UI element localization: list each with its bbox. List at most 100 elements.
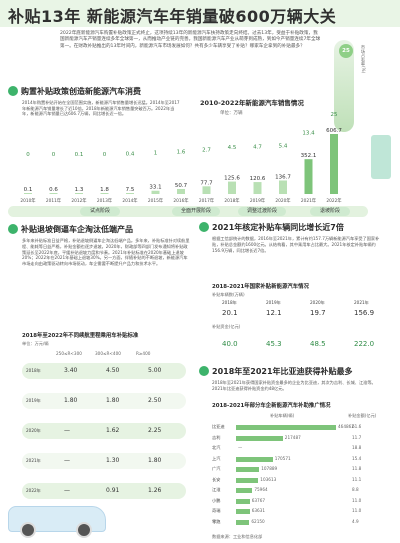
section3-title: 2021年核定补贴车辆同比增长近7倍 xyxy=(212,223,344,232)
standard-row-value: 1.80 xyxy=(106,397,120,404)
company-vehicle-bar xyxy=(236,425,336,430)
company-vehicles: 103613 xyxy=(260,476,277,482)
company-name: 奇瑞 xyxy=(212,508,221,513)
company-vehicles: 217487 xyxy=(284,434,301,440)
company-name: 长安 xyxy=(212,476,221,482)
subsidy-vehicle-count: 20.1 xyxy=(222,309,238,317)
sales-value-label: 606.7 xyxy=(326,128,342,134)
standard-row-value: 1.80 xyxy=(64,397,78,404)
year-tick-label: 2012年 xyxy=(71,197,87,204)
company-name: 小鹏 xyxy=(212,497,221,503)
company-vehicle-bar xyxy=(236,435,283,441)
company-vehicles: 107889 xyxy=(261,466,278,471)
standard-row-value: — xyxy=(64,427,70,434)
standard-row xyxy=(22,453,186,469)
year-tick-label: 2020年 xyxy=(275,197,291,204)
company-funds: 11.7 xyxy=(352,434,362,440)
company-vehicles: 464862 xyxy=(338,424,354,429)
market-share-bubble: 25 xyxy=(339,44,353,58)
company-name: 比亚迪 xyxy=(212,424,225,429)
standard-row-value: — xyxy=(64,457,70,464)
year-tick-label: 2011年 xyxy=(46,197,62,204)
company-name: 上汽 xyxy=(212,455,221,461)
company-vehicle-bar xyxy=(236,488,253,493)
company-vehicles: 63767 xyxy=(251,497,266,503)
company-col-a: 补贴车辆(辆) xyxy=(270,413,295,418)
company-vehicles: 63631 xyxy=(251,508,266,513)
share-value-label: 1.6 xyxy=(177,149,186,155)
sales-value-label: 120.6 xyxy=(250,176,266,182)
section-icon xyxy=(199,366,209,376)
year-tick-label: 2015年 xyxy=(148,197,164,204)
company-name: 吉利 xyxy=(212,434,221,440)
market-share-column xyxy=(334,40,354,132)
standard-row-value: 0.91 xyxy=(106,487,120,494)
car-wheel xyxy=(76,522,92,538)
company-funds: 11.0 xyxy=(352,497,362,503)
section-icon xyxy=(199,222,209,232)
standard-row-year: 2020年 xyxy=(26,428,41,433)
company-funds: 11.0 xyxy=(352,508,362,513)
section1-title: 购置补贴政策创造新能源汽车消费 xyxy=(21,87,141,96)
year-tick-label: 2017年 xyxy=(199,197,215,204)
phase-full: 全面开展阶段 xyxy=(172,207,220,216)
section2-title: 补贴退坡倒逼车企淘汰低端产品 xyxy=(21,225,133,234)
share-value-label: 5.4 xyxy=(279,143,288,149)
sales-bar xyxy=(202,186,211,194)
subsidy-standard-unit: 单位：万元/辆 xyxy=(22,341,49,346)
subsidy-standard-title: 2018年至2022年不同续航里程乘用车补贴标准 xyxy=(22,333,139,339)
standard-row-value: 2.50 xyxy=(148,397,162,404)
standard-row-year: 2021年 xyxy=(26,458,41,463)
sales-bar-chart: 0.1 0 2010年 0.6 0 2011年 1.3 0.1 2012年 1.8 0 2013年 7.… xyxy=(20,109,342,204)
company-funds: 4.9 xyxy=(352,518,359,524)
company-vehicle-bar xyxy=(236,467,260,472)
standard-row-value: 1.80 xyxy=(148,457,162,464)
standard-row-year: 2019年 xyxy=(26,398,41,403)
company-vehicle-bar xyxy=(236,498,250,504)
company-funds: 18.8 xyxy=(352,445,362,450)
standard-row-year: 2018年 xyxy=(26,368,41,373)
sales-bar xyxy=(49,193,58,194)
sales-bar xyxy=(75,193,83,194)
page-title: 补贴13年 新能源汽车年销量破600万辆大关 xyxy=(8,7,337,26)
company-col-b: 补贴金额(亿元) xyxy=(348,413,377,418)
section4-title: 2018年至2021年比亚迪获得补贴最多 xyxy=(212,367,353,376)
section4-text: 2018年至2021年获得国家补贴资金最多的企业为比亚迪，其次为吉利、长城、江淮… xyxy=(212,380,376,391)
standard-row-year: 2022年 xyxy=(26,488,41,493)
subsidy-fund-amount: 222.0 xyxy=(354,340,375,348)
standard-row-value: 1.30 xyxy=(106,457,120,464)
subsidy-year: 2021年 xyxy=(354,300,369,305)
sales-bar xyxy=(279,180,287,194)
standard-row-value: 1.26 xyxy=(148,487,162,494)
company-name: 北汽 xyxy=(212,445,221,450)
sales-bar xyxy=(177,188,185,194)
standard-row-value: 2.25 xyxy=(148,427,162,434)
subsidy-year: 2018年 xyxy=(222,300,237,305)
company-vehicle-bar xyxy=(236,509,250,514)
year-tick-label: 2019年 xyxy=(250,197,266,204)
sales-value-label: 1.3 xyxy=(75,187,84,193)
charger-illustration xyxy=(371,135,391,179)
sales-bar xyxy=(126,193,134,194)
share-value-label: 0 xyxy=(52,152,56,158)
year-tick-label: 2014年 xyxy=(122,197,138,204)
standard-row-value: 5.00 xyxy=(148,367,162,374)
market-share-label: 市场占有率(%) xyxy=(361,45,366,74)
sales-bar xyxy=(100,193,109,194)
sales-value-label: 7.5 xyxy=(126,187,135,193)
company-funds: 8.8 xyxy=(352,487,359,492)
year-tick-label: 2010年 xyxy=(20,197,36,204)
share-value-label: 0.1 xyxy=(75,152,84,158)
company-funds: 11.8 xyxy=(352,466,362,471)
section3-text: 根据工信部统计的数据，2016年至2021年，累计有约157.7万辆新能源汽车享… xyxy=(212,236,380,253)
sales-unit-label: 单位：万辆 xyxy=(220,109,243,116)
subsidy-fund-amount: 45.3 xyxy=(266,340,282,348)
sales-value-label: 33.1 xyxy=(149,185,161,191)
year-tick-label: 2018年 xyxy=(224,197,240,204)
year-tick-label: 2021年 xyxy=(301,197,317,204)
sales-bar xyxy=(151,190,160,194)
phase-adjust: 调整过渡阶段 xyxy=(238,207,286,216)
standard-row xyxy=(22,393,186,409)
subsidy-vehicles-title: 2018-2021年国家补贴新能源汽车情况 xyxy=(212,284,309,290)
company-funds: 61.6 xyxy=(352,424,362,429)
